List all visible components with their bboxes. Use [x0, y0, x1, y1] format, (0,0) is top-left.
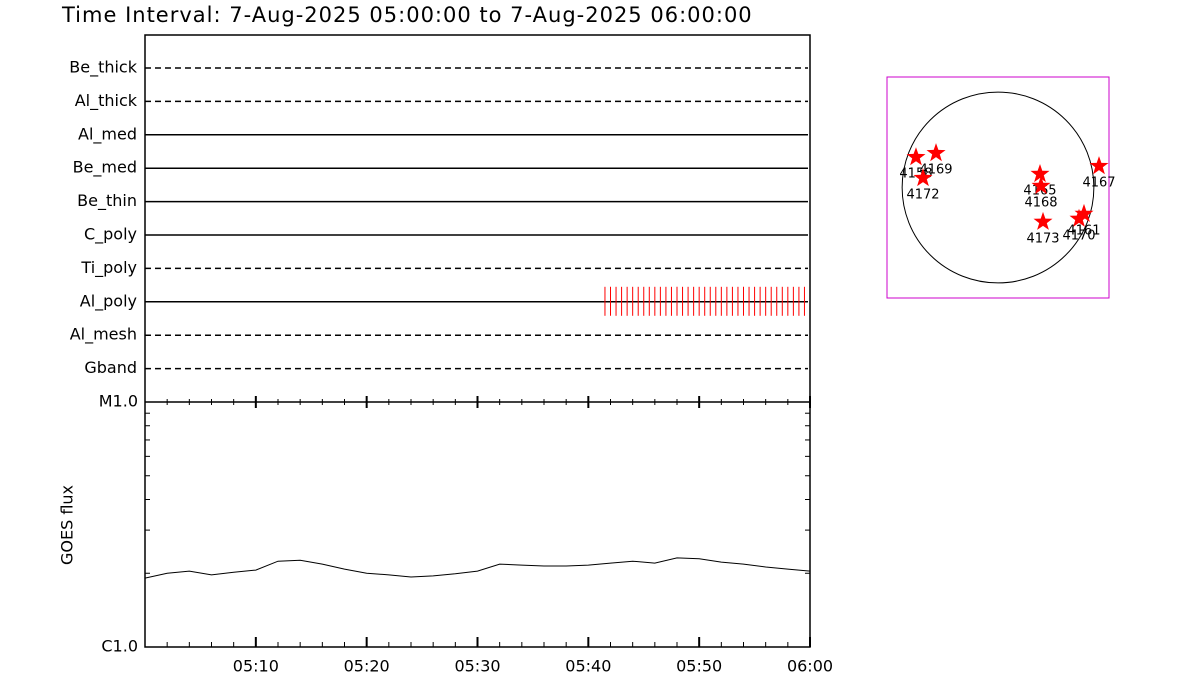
- plot-frame: [144, 34, 811, 648]
- filter-label: Be_med: [73, 158, 137, 178]
- filter-label: Ti_poly: [80, 258, 137, 278]
- region-marker: [1030, 164, 1050, 183]
- x-tick-label: 05:40: [565, 657, 611, 676]
- x-tick-label: 05:20: [344, 657, 390, 676]
- chart-title: Time Interval: 7-Aug-2025 05:00:00 to 7-…: [61, 3, 753, 27]
- filter-label: Al_med: [78, 124, 137, 144]
- y-tick-label: C1.0: [101, 637, 138, 656]
- x-tick-label: 06:00: [787, 657, 833, 676]
- x-tick-label: 05:10: [233, 657, 279, 676]
- region-marker: [1074, 203, 1094, 222]
- x-tick-label: 05:30: [454, 657, 500, 676]
- region-label: 4169: [919, 163, 952, 178]
- map-frame: [886, 76, 1110, 299]
- y-tick-label: M1.0: [99, 392, 138, 411]
- region-marker: [1069, 208, 1089, 227]
- goes-line: [144, 557, 811, 579]
- y-axis-label: GOES flux: [58, 485, 77, 565]
- filter-label: Al_poly: [80, 291, 137, 311]
- region-marker: [1033, 211, 1053, 230]
- region-label: 4161: [1067, 223, 1100, 238]
- region-label: 4170: [1062, 228, 1095, 243]
- region-marker: [926, 143, 946, 162]
- x-tick-label: 05:50: [676, 657, 722, 676]
- region-label: 4172: [906, 188, 939, 203]
- region-label: 4173: [1026, 231, 1059, 246]
- filter-label: Be_thin: [77, 191, 137, 211]
- solar-disk: [901, 91, 1095, 284]
- region-marker: [906, 147, 926, 166]
- filter-label: Al_thick: [75, 91, 138, 111]
- filter-label: Be_thick: [69, 58, 137, 78]
- region-marker: [913, 168, 933, 187]
- filter-label: Al_mesh: [70, 325, 137, 345]
- region-label: 4168: [1024, 195, 1057, 210]
- region-marker: [1031, 176, 1051, 195]
- region-label: 4165: [1023, 184, 1056, 199]
- filter-label: C_poly: [84, 225, 137, 245]
- region-label: 4167: [1082, 176, 1115, 191]
- region-marker: [1089, 156, 1109, 175]
- filter-label: Gband: [84, 358, 137, 377]
